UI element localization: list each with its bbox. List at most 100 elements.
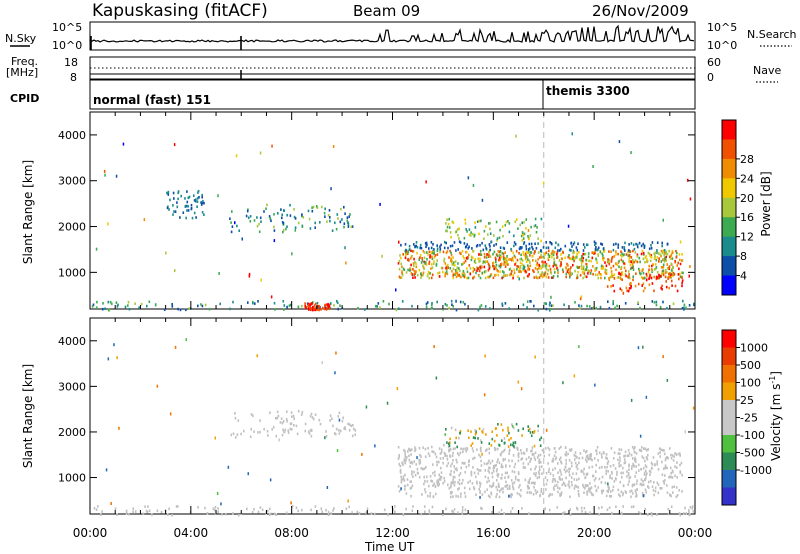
scatter-cell [347, 223, 350, 226]
velocity-scatter [93, 318, 695, 517]
scatter-cell [163, 308, 166, 311]
scatter-cell [550, 252, 553, 255]
scatter-cell [96, 300, 98, 304]
scatter-cell [110, 502, 112, 505]
scatter-cell [479, 257, 481, 261]
scatter-cell [425, 180, 427, 184]
scatter-cell [559, 249, 561, 252]
scatter-cell [522, 242, 525, 246]
scatter-cell [468, 460, 470, 464]
scatter-cell [621, 246, 624, 249]
scatter-cell [484, 449, 487, 452]
scatter-cell [646, 458, 649, 461]
scatter-cell [442, 307, 444, 311]
scatter-cell [672, 265, 674, 269]
scatter-cell [289, 303, 292, 307]
scatter-cell [513, 481, 516, 484]
scatter-cell [267, 434, 269, 437]
scatter-cell [589, 511, 591, 514]
scatter-cell [636, 479, 638, 483]
scatter-cell [495, 427, 497, 430]
scatter-cell [235, 154, 238, 158]
scatter-cell [495, 220, 498, 224]
scatter-cell [326, 305, 329, 309]
scatter-cell [568, 467, 570, 471]
scatter-cell [409, 465, 411, 468]
scatter-cell [251, 511, 254, 514]
scatter-cell [629, 250, 631, 253]
scatter-cell [546, 479, 549, 482]
scatter-cell [642, 242, 644, 246]
scatter-cell [201, 195, 203, 199]
scatter-cell [509, 258, 512, 261]
scatter-cell [497, 273, 500, 277]
scatter-cell [507, 426, 509, 430]
scatter-cell [325, 430, 327, 433]
scatter-cell [249, 220, 252, 223]
scatter-cell [501, 276, 503, 280]
colorbar-tick-label: -100 [740, 429, 765, 442]
scatter-cell [456, 468, 458, 472]
scatter-cell [444, 272, 447, 276]
scatter-cell [520, 458, 522, 461]
scatter-cell [524, 466, 526, 469]
scatter-cell [452, 447, 455, 451]
scatter-cell [539, 494, 541, 498]
scatter-cell [346, 219, 349, 223]
scatter-cell [607, 258, 609, 261]
scatter-cell [448, 487, 451, 490]
scatter-cell [597, 459, 599, 462]
scatter-cell [591, 493, 593, 496]
scatter-cell [582, 265, 585, 268]
scatter-cell [585, 450, 587, 454]
scatter-cell [625, 253, 628, 256]
scatter-cell [312, 417, 315, 421]
scatter-cell [273, 512, 276, 516]
scatter-cell [427, 270, 430, 274]
scatter-cell [507, 219, 509, 223]
scatter-cell [640, 478, 643, 481]
scatter-cell [676, 251, 678, 255]
scatter-cell [172, 213, 174, 216]
scatter-cell [238, 229, 240, 232]
nsky-panel: N.Sky 10^5 10^0 10^5 10^0 N.Search [5, 21, 797, 52]
scatter-cell [274, 308, 276, 311]
scatter-cell [148, 300, 151, 304]
scatter-cell [628, 243, 630, 246]
scatter-cell [573, 241, 576, 244]
scatter-cell [693, 302, 695, 306]
scatter-cell [506, 471, 508, 475]
scatter-cell [403, 479, 406, 482]
scatter-cell [440, 448, 443, 452]
scatter-cell [405, 507, 407, 511]
scatter-cell [638, 267, 640, 271]
scatter-cell [460, 275, 462, 279]
scatter-cell [607, 485, 610, 488]
scatter-cell [545, 251, 548, 254]
scatter-cell [483, 252, 486, 256]
scatter-cell [423, 251, 426, 254]
scatter-cell [449, 454, 451, 457]
scatter-cell [568, 256, 571, 260]
scatter-cell [512, 441, 515, 445]
scatter-cell [589, 453, 591, 457]
scatter-cell [386, 401, 389, 405]
scatter-cell [132, 507, 135, 510]
x-tick-label: 20:00 [577, 526, 612, 540]
scatter-cell [655, 303, 658, 307]
scatter-cell [665, 285, 668, 289]
scatter-cell [641, 483, 643, 487]
scatter-cell [307, 302, 310, 306]
scatter-cell [428, 250, 431, 254]
scatter-cell [414, 446, 416, 449]
scatter-cell [542, 246, 545, 249]
scatter-cell [302, 216, 305, 219]
scatter-cell [652, 488, 655, 492]
scatter-cell [418, 268, 421, 272]
scatter-cell [584, 476, 587, 479]
scatter-cell [319, 221, 321, 224]
scatter-cell [583, 252, 586, 256]
scatter-cell [535, 465, 537, 468]
scatter-cell [471, 447, 474, 450]
scatter-cell [468, 487, 471, 491]
